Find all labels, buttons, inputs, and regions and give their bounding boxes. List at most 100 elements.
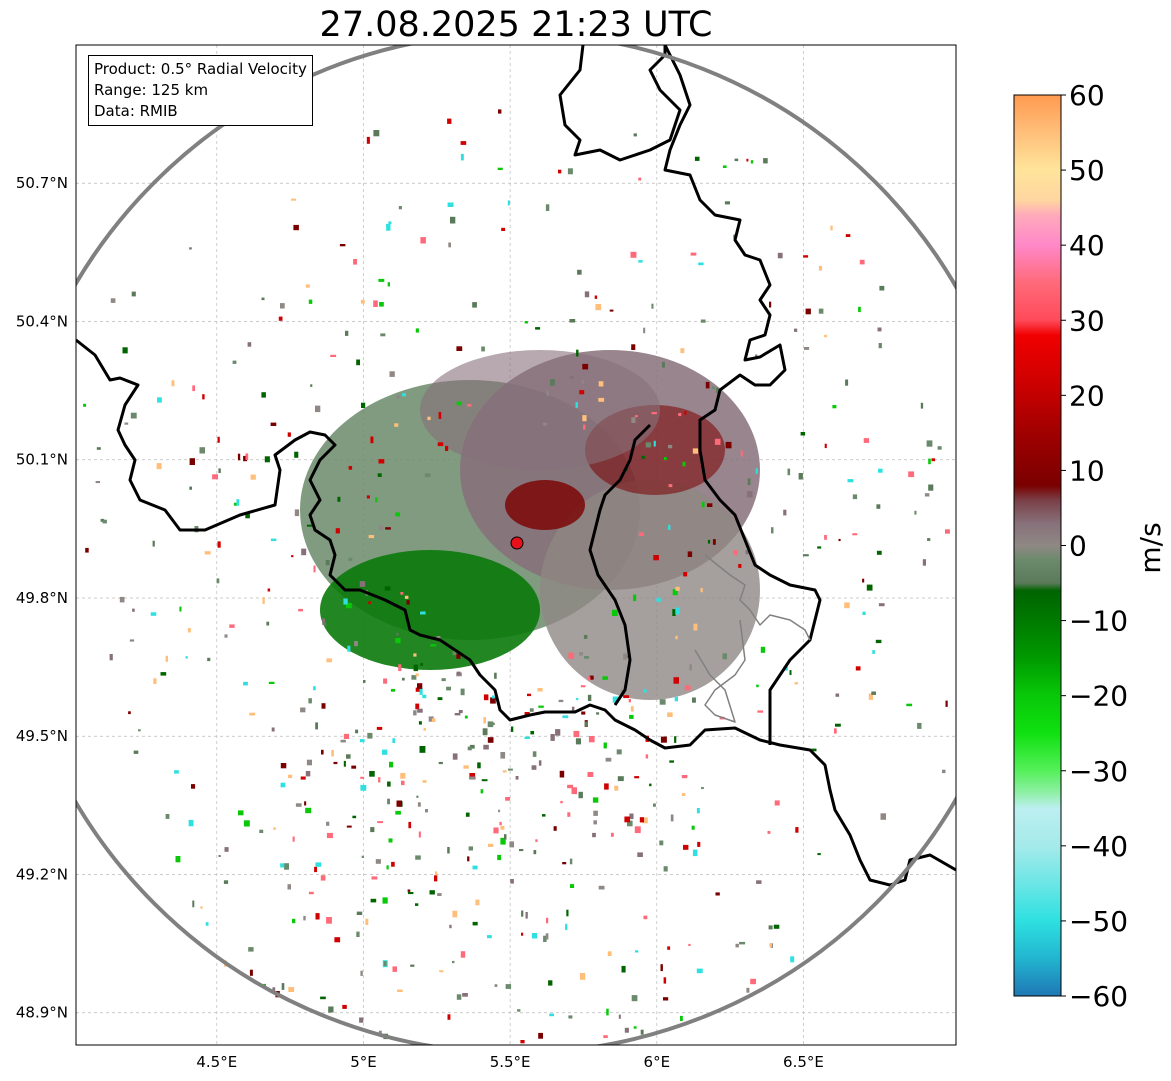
- echo-gate: [618, 1014, 621, 1019]
- echo-gate: [291, 555, 294, 558]
- echo-gate: [595, 304, 602, 311]
- echo-gate: [500, 837, 506, 845]
- echo-gate: [445, 445, 449, 451]
- echo-gate: [396, 395, 401, 399]
- echo-gate: [340, 739, 346, 743]
- echo-gate: [942, 769, 946, 774]
- echo-gate: [280, 782, 286, 788]
- echo-gate: [569, 319, 576, 323]
- echo-gate: [310, 384, 313, 387]
- echo-gate: [280, 863, 285, 868]
- echo-gate: [614, 785, 619, 791]
- echo-gate: [692, 448, 699, 454]
- echo-gate: [292, 836, 295, 842]
- echo-gate: [663, 866, 668, 872]
- echo-gate: [725, 441, 732, 449]
- echo-gate: [838, 538, 841, 542]
- echo-gate: [707, 539, 711, 544]
- echo-gate: [750, 160, 754, 164]
- echo-gate: [492, 722, 495, 725]
- echo-gate: [868, 693, 873, 700]
- lat-tick-label: 49.2°N: [16, 865, 68, 883]
- echo-gate: [270, 422, 277, 426]
- colorbar-tick-label: 0: [1069, 530, 1087, 563]
- echo-gate: [739, 941, 746, 945]
- border-belgium-germany: [558, 45, 822, 745]
- echo-gate: [268, 681, 275, 684]
- colorbar-tick-label: 40: [1069, 229, 1105, 262]
- echo-gate: [395, 512, 401, 517]
- echo-gate: [359, 1017, 364, 1023]
- echo-gate: [643, 689, 647, 693]
- echo-gate: [683, 844, 689, 850]
- echo-gate: [593, 820, 597, 825]
- colorbar-tick-label: −10: [1069, 605, 1128, 638]
- echo-gate: [334, 937, 341, 943]
- echo-gate: [424, 473, 431, 478]
- echo-gate: [293, 224, 299, 231]
- echo-gate: [527, 693, 532, 697]
- echo-gate: [553, 826, 557, 831]
- echo-gate: [817, 853, 821, 856]
- echo-gate: [871, 691, 876, 695]
- echo-gate: [387, 781, 391, 787]
- echo-gate: [675, 607, 680, 615]
- echo-gate: [627, 820, 633, 827]
- echo-gate: [377, 821, 383, 824]
- echo-gate: [343, 760, 346, 767]
- lon-tick-label: 5°E: [350, 1053, 377, 1071]
- echo-gate: [692, 697, 696, 703]
- echo-gate: [266, 621, 270, 626]
- echo-speckles: [83, 109, 950, 1044]
- echo-gate: [750, 978, 756, 985]
- country-borders: [76, 45, 956, 887]
- echo-gate: [573, 730, 580, 738]
- echo-gate: [360, 784, 367, 791]
- echo-gate: [413, 664, 419, 672]
- echo-gate: [767, 831, 771, 834]
- echo-gate: [859, 259, 865, 265]
- echo-gate: [273, 827, 276, 830]
- echo-gate: [386, 865, 389, 870]
- echo-gate: [580, 685, 586, 688]
- echo-gate: [549, 1013, 554, 1017]
- echo-gate: [649, 783, 652, 787]
- echo-gate: [237, 453, 241, 461]
- echo-gate: [629, 813, 634, 820]
- echo-gate: [406, 600, 410, 605]
- echo-gate: [659, 699, 666, 705]
- echo-gate: [582, 415, 587, 422]
- echo-gate: [456, 653, 461, 659]
- echo-gate: [359, 739, 365, 743]
- echo-gate: [852, 494, 858, 500]
- echo-gate: [798, 473, 803, 480]
- echo-gate: [467, 746, 472, 751]
- echo-gate: [669, 760, 674, 763]
- echo-gate: [415, 328, 419, 333]
- echo-gate: [387, 282, 390, 287]
- echo-gate: [535, 839, 538, 842]
- echo-gate: [152, 540, 155, 547]
- echo-gate: [931, 458, 936, 462]
- echo-gate: [773, 924, 780, 929]
- echo-gate: [700, 587, 703, 593]
- echo-gate: [497, 167, 503, 170]
- echo-gate: [481, 346, 485, 352]
- echo-gate: [530, 731, 535, 735]
- echo-gate: [129, 639, 135, 642]
- echo-gate: [456, 401, 462, 406]
- echo-gate: [417, 708, 423, 713]
- echo-gate: [452, 910, 458, 918]
- echo-gate: [417, 802, 421, 807]
- echo-gate: [415, 703, 420, 710]
- echo-gate: [95, 481, 101, 484]
- echo-gate: [675, 635, 678, 640]
- echo-gate: [437, 893, 442, 896]
- echo-gate: [769, 301, 772, 308]
- echo-gate: [264, 456, 270, 463]
- echo-gate: [314, 866, 317, 873]
- echo-gate: [423, 727, 426, 731]
- colorbar-scale: [1013, 94, 1062, 997]
- echo-gate: [663, 457, 667, 461]
- echo-gate: [233, 502, 238, 506]
